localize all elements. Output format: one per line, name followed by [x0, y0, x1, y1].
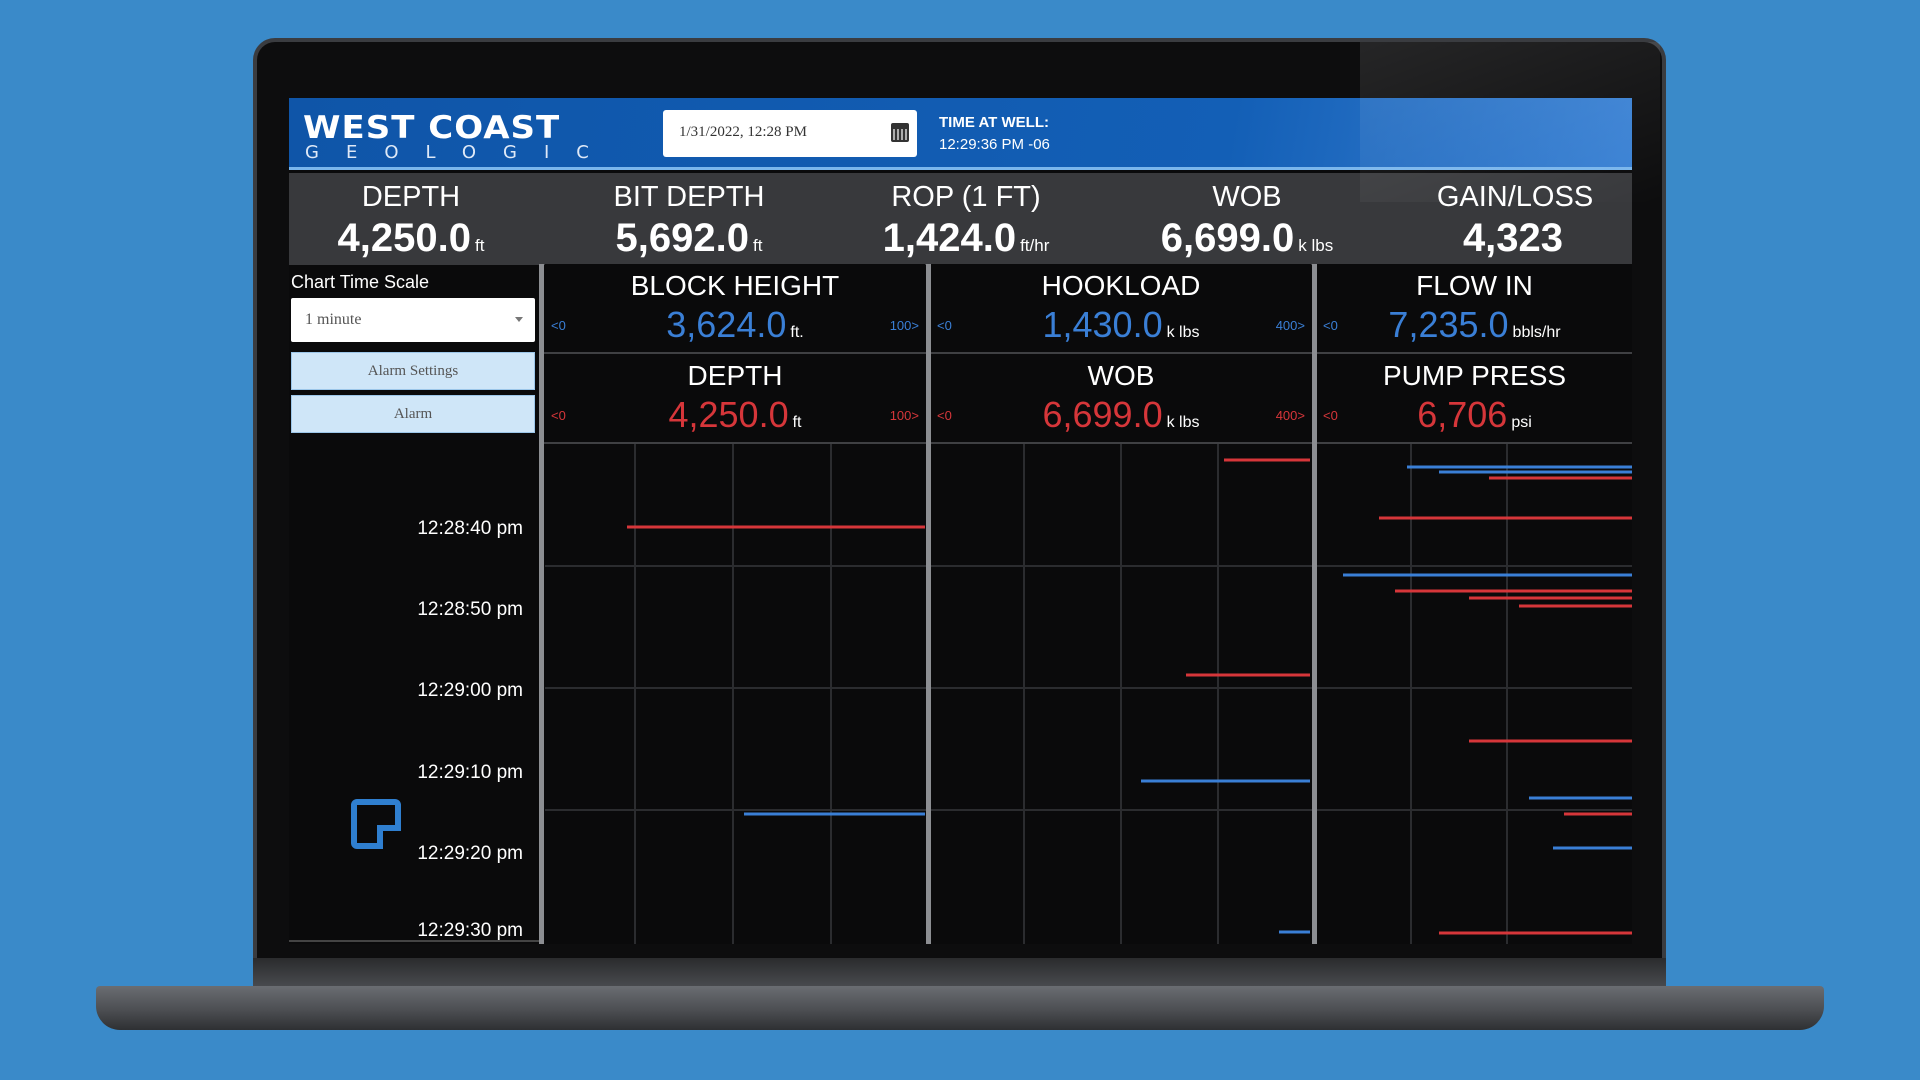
column-divider [926, 264, 931, 944]
gauge-block-height: BLOCK HEIGHT 3,624.0 ft. <0 100> [545, 264, 925, 352]
time-tick: 12:29:30 pm [417, 920, 523, 941]
calendar-icon[interactable] [891, 123, 909, 142]
logo: WEST COAST [303, 109, 561, 147]
gauge-min: <0 [937, 318, 952, 333]
time-tick: 12:29:10 pm [417, 762, 523, 783]
gauge-label: WOB [1087, 360, 1155, 391]
gauge-label: BLOCK HEIGHT [630, 270, 840, 301]
stat-label: ROP (1 FT) [891, 181, 1041, 213]
stat-rop: ROP (1 FT) 1,424.0 ft/hr [836, 173, 1096, 261]
stat-value: 6,699.0 k lbs [1160, 216, 1334, 260]
column-divider [1312, 264, 1317, 944]
time-scale-select[interactable]: 1 minute [291, 298, 535, 342]
laptop-base [96, 986, 1824, 1030]
gauge-value: 3,624.0 ft. [666, 304, 804, 345]
top-stats-bar: DEPTH 4,250.0 ft BIT DEPTH 5,692.0 ft ROP … [289, 173, 1632, 265]
stat-gain-loss: GAIN/LOSS 4,323 [1385, 173, 1632, 261]
time-scale-value: 1 minute [305, 311, 362, 328]
stat-label: DEPTH [361, 181, 461, 213]
date-value: 1/31/2022, 12:28 PM [679, 124, 807, 140]
gauge-min: <0 [1323, 408, 1338, 423]
time-axis[interactable]: 12:28:40 pm 12:28:50 pm 12:29:00 pm 12:2… [289, 450, 539, 944]
gauge-value: 7,235.0 bbls/hr [1388, 304, 1561, 345]
chevron-down-icon [515, 317, 523, 322]
gauge-min: <0 [937, 408, 952, 423]
header-bar: WEST COAST GEOLOGIC 1/31/2022, 12:28 PM … [289, 98, 1632, 170]
gauge-pump-press: PUMP PRESS 6,706 psi <0 [1317, 354, 1632, 442]
stat-value: 1,424.0 ft/hr [882, 216, 1050, 260]
chart-time-scale-label: Chart Time Scale [291, 272, 430, 292]
stat-value: 5,692.0 ft [615, 216, 763, 260]
gauge-max: 100> [889, 318, 919, 333]
gauge-divider [539, 442, 1632, 444]
gauge-hookload: HOOKLOAD 1,430.0 k lbs <0 400> [931, 264, 1311, 352]
chart-area[interactable] [289, 98, 1632, 944]
alarm-button[interactable]: Alarm [291, 395, 535, 433]
alarm-settings-button[interactable]: Alarm Settings [291, 352, 535, 390]
stat-depth: DEPTH 4,250.0 ft [289, 173, 541, 261]
app-screen: WEST COAST GEOLOGIC 1/31/2022, 12:28 PM … [289, 98, 1632, 944]
gauge-min: <0 [551, 408, 566, 423]
chart-traces [627, 458, 1632, 935]
stat-bit-depth: BIT DEPTH 5,692.0 ft [559, 173, 819, 261]
gauge-label: PUMP PRESS [1382, 360, 1567, 391]
stat-value: 4,250.0 ft [337, 216, 485, 260]
stat-wob: WOB 6,699.0 k lbs [1117, 173, 1377, 261]
note-icon[interactable] [351, 799, 401, 849]
stat-label: BIT DEPTH [613, 181, 765, 213]
column-divider [539, 264, 544, 944]
gauge-value: 6,699.0 k lbs [1042, 394, 1200, 435]
stat-value: 4,323 [1462, 216, 1564, 260]
gauge-value: 1,430.0 k lbs [1042, 304, 1200, 345]
gauge-value: 4,250.0 ft [668, 394, 802, 435]
stat-label: WOB [1212, 181, 1282, 213]
chart-gridlines [545, 444, 1632, 944]
time-tick: 12:29:20 pm [417, 843, 523, 864]
gauge-max: 100> [889, 408, 919, 423]
gauge-label: HOOKLOAD [1041, 270, 1201, 301]
gauge-max: 400> [1275, 408, 1305, 423]
gauge-value: 6,706 psi [1417, 394, 1532, 435]
stat-label: GAIN/LOSS [1436, 181, 1594, 213]
time-at-well-value: 12:29:36 PM -06 [939, 136, 1050, 153]
gauge-min: <0 [551, 318, 566, 333]
time-tick: 12:28:50 pm [417, 599, 523, 620]
time-tick: 12:28:40 pm [417, 518, 523, 539]
time-at-well-label: TIME AT WELL: [939, 114, 1049, 131]
gauge-divider [539, 352, 1632, 354]
gauge-max: 400> [1275, 318, 1305, 333]
gauge-min: <0 [1323, 318, 1338, 333]
date-picker-input[interactable]: 1/31/2022, 12:28 PM [663, 110, 917, 157]
gauge-flow-in: FLOW IN 7,235.0 bbls/hr <0 [1317, 264, 1632, 352]
gauge-depth: DEPTH 4,250.0 ft <0 100> [545, 354, 925, 442]
gauge-label: DEPTH [687, 360, 783, 391]
gauge-label: FLOW IN [1416, 270, 1533, 301]
gauge-wob: WOB 6,699.0 k lbs <0 400> [931, 354, 1311, 442]
laptop-hinge [253, 958, 1666, 988]
logo-subtitle: GEOLOGIC [305, 142, 616, 163]
time-tick: 12:29:00 pm [417, 680, 523, 701]
